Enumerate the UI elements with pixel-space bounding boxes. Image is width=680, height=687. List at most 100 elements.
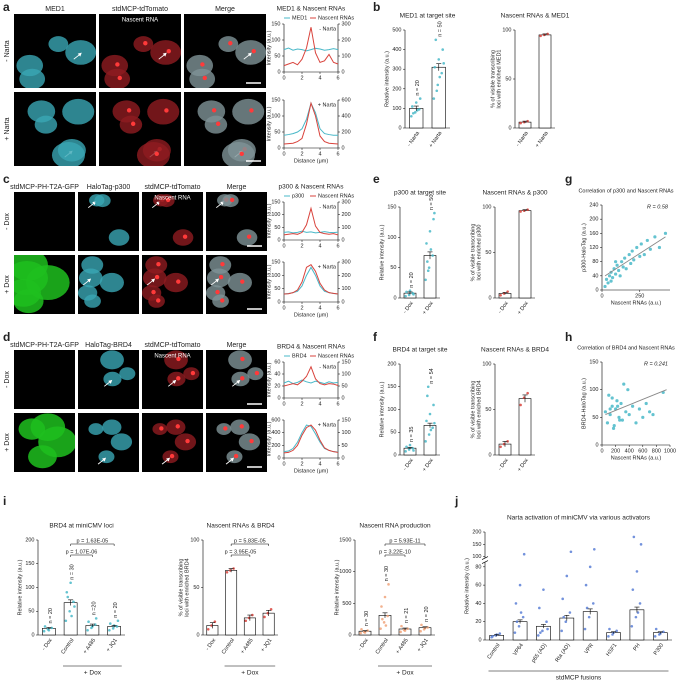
y-tick-label: 0 bbox=[348, 632, 351, 638]
data-point bbox=[424, 440, 427, 443]
cell bbox=[14, 255, 48, 281]
rna-spot bbox=[166, 48, 171, 54]
data-point bbox=[522, 552, 526, 556]
scatter-point bbox=[632, 258, 636, 262]
y-tick-label: 100 bbox=[342, 225, 351, 231]
scatter-point bbox=[631, 404, 635, 408]
data-point bbox=[536, 634, 540, 637]
rna-spot bbox=[143, 41, 148, 46]
p-value: p = 3.22E-10 bbox=[379, 549, 411, 555]
data-point bbox=[437, 58, 441, 61]
data-point bbox=[429, 428, 433, 432]
data-point bbox=[379, 627, 382, 630]
data-point bbox=[561, 597, 564, 601]
micrograph bbox=[14, 350, 75, 409]
rna-spot bbox=[251, 48, 256, 54]
data-point bbox=[108, 628, 111, 632]
y-tick-label: 50 bbox=[28, 609, 34, 615]
annotation: - Narta bbox=[319, 204, 337, 210]
data-point bbox=[514, 602, 518, 605]
scatter-point bbox=[618, 274, 622, 278]
column-header: stdMCP-PH-T2A-GFP bbox=[10, 184, 79, 191]
data-point bbox=[506, 440, 509, 443]
y-axis-label: loci with enriched BRD4 bbox=[476, 380, 482, 438]
nucleus bbox=[48, 36, 69, 52]
scatter-point bbox=[623, 256, 627, 260]
scatter-point bbox=[608, 407, 612, 411]
rna-spot bbox=[215, 121, 221, 126]
data-point bbox=[518, 583, 522, 587]
data-point bbox=[403, 629, 407, 632]
data-point bbox=[442, 62, 446, 65]
legend-label: BRD4 bbox=[292, 353, 307, 359]
arrow-head bbox=[151, 278, 156, 283]
scatter-point bbox=[641, 415, 645, 419]
y-tick-label: 300 bbox=[342, 21, 351, 27]
scatter-point bbox=[653, 235, 657, 239]
y-tick-label: 40 bbox=[592, 273, 598, 279]
cell bbox=[14, 289, 44, 314]
bar bbox=[518, 398, 532, 456]
x-tick-label: 2 bbox=[300, 305, 303, 311]
data-point bbox=[539, 631, 542, 634]
column-header: Merge bbox=[215, 6, 235, 13]
nucleus bbox=[206, 268, 231, 288]
data-point bbox=[588, 565, 592, 569]
data-point bbox=[428, 229, 432, 233]
nucleus bbox=[94, 194, 111, 208]
panel-label: b bbox=[373, 0, 380, 14]
data-point bbox=[587, 615, 591, 619]
data-point bbox=[427, 266, 431, 269]
data-point bbox=[565, 574, 569, 578]
data-point bbox=[415, 109, 419, 112]
data-point bbox=[213, 620, 217, 623]
rna-spot bbox=[233, 453, 239, 459]
x-tick-label: 400 bbox=[625, 448, 634, 454]
data-point bbox=[412, 449, 415, 452]
nucleus bbox=[232, 98, 265, 125]
y-axis-label: Relative intensity (a.u.) bbox=[379, 381, 385, 437]
data-point bbox=[381, 617, 384, 621]
data-point bbox=[50, 626, 54, 630]
data-point bbox=[263, 615, 266, 619]
scatter-point bbox=[644, 401, 648, 406]
y-tick-label: 100 bbox=[472, 554, 481, 560]
arrow-head bbox=[247, 52, 252, 57]
y-tick-label: 50 bbox=[274, 225, 280, 231]
y-axis-label: loci with enriched MED1 bbox=[496, 50, 502, 109]
n-label: n = 50 bbox=[429, 195, 435, 210]
y-tick-label: 300 bbox=[342, 259, 351, 265]
x-tick-label: 2 bbox=[300, 401, 303, 407]
rna-spot bbox=[249, 108, 254, 113]
x-tick-label: 6 bbox=[336, 461, 339, 467]
y-tick-label: 60 bbox=[475, 583, 481, 589]
arrow-head bbox=[230, 457, 235, 462]
arrow-head bbox=[108, 379, 113, 384]
scatter-point bbox=[624, 410, 628, 414]
y-tick-label: 20 bbox=[274, 383, 280, 389]
data-point bbox=[539, 34, 542, 38]
annotation: + Narta bbox=[318, 264, 337, 270]
y-tick-label: 40 bbox=[274, 371, 280, 377]
x-tick-label: 0 bbox=[282, 75, 285, 81]
scatter-point bbox=[637, 407, 642, 411]
y-tick-label: 200 bbox=[342, 129, 351, 135]
bar bbox=[629, 609, 645, 641]
data-point bbox=[432, 403, 435, 407]
x-tick-label: 2 bbox=[300, 461, 303, 467]
rna-spot bbox=[229, 197, 235, 203]
data-point bbox=[542, 588, 545, 591]
y-tick-label: 150 bbox=[342, 417, 351, 423]
rna-spot bbox=[176, 376, 181, 381]
scatter-point bbox=[651, 412, 655, 417]
y-tick-label: 0 bbox=[342, 299, 345, 305]
nucleus bbox=[112, 100, 141, 123]
significance-bracket bbox=[70, 554, 93, 557]
data-point bbox=[440, 71, 444, 75]
data-point bbox=[427, 433, 431, 436]
y-tick-label: 100 bbox=[482, 361, 491, 367]
y-tick-label: 0 bbox=[277, 299, 280, 305]
annotation: + Narta bbox=[318, 422, 337, 428]
group-label: stdMCP fusions bbox=[556, 675, 602, 682]
nucleus bbox=[164, 350, 188, 370]
